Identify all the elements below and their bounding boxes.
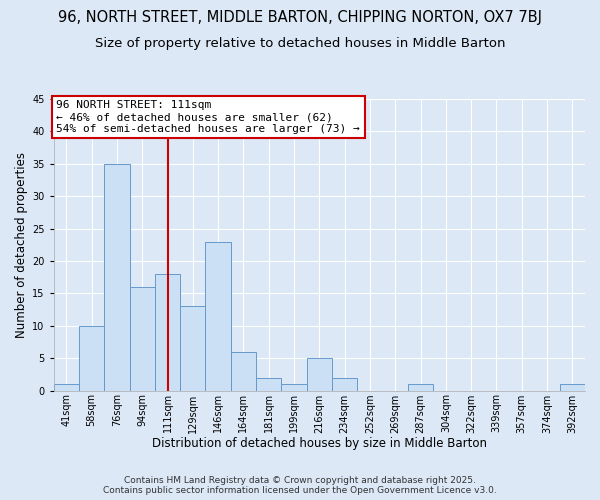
Text: Size of property relative to detached houses in Middle Barton: Size of property relative to detached ho… (95, 38, 505, 51)
Bar (256, 378, 281, 390)
Bar (130, 287, 155, 391)
Text: 96 NORTH STREET: 111sqm
← 46% of detached houses are smaller (62)
54% of semi-de: 96 NORTH STREET: 111sqm ← 46% of detache… (56, 100, 360, 134)
Bar (560, 384, 585, 390)
Text: Contains HM Land Registry data © Crown copyright and database right 2025.
Contai: Contains HM Land Registry data © Crown c… (103, 476, 497, 495)
Bar (231, 352, 256, 391)
Bar (307, 358, 332, 390)
Bar (180, 306, 205, 390)
Bar (155, 274, 180, 390)
Text: 96, NORTH STREET, MIDDLE BARTON, CHIPPING NORTON, OX7 7BJ: 96, NORTH STREET, MIDDLE BARTON, CHIPPIN… (58, 10, 542, 25)
Bar (205, 242, 231, 390)
Bar (104, 164, 130, 390)
Bar (408, 384, 433, 390)
Bar (332, 378, 357, 390)
Bar (281, 384, 307, 390)
X-axis label: Distribution of detached houses by size in Middle Barton: Distribution of detached houses by size … (152, 437, 487, 450)
Y-axis label: Number of detached properties: Number of detached properties (15, 152, 28, 338)
Bar (79, 326, 104, 390)
Bar (53, 384, 79, 390)
